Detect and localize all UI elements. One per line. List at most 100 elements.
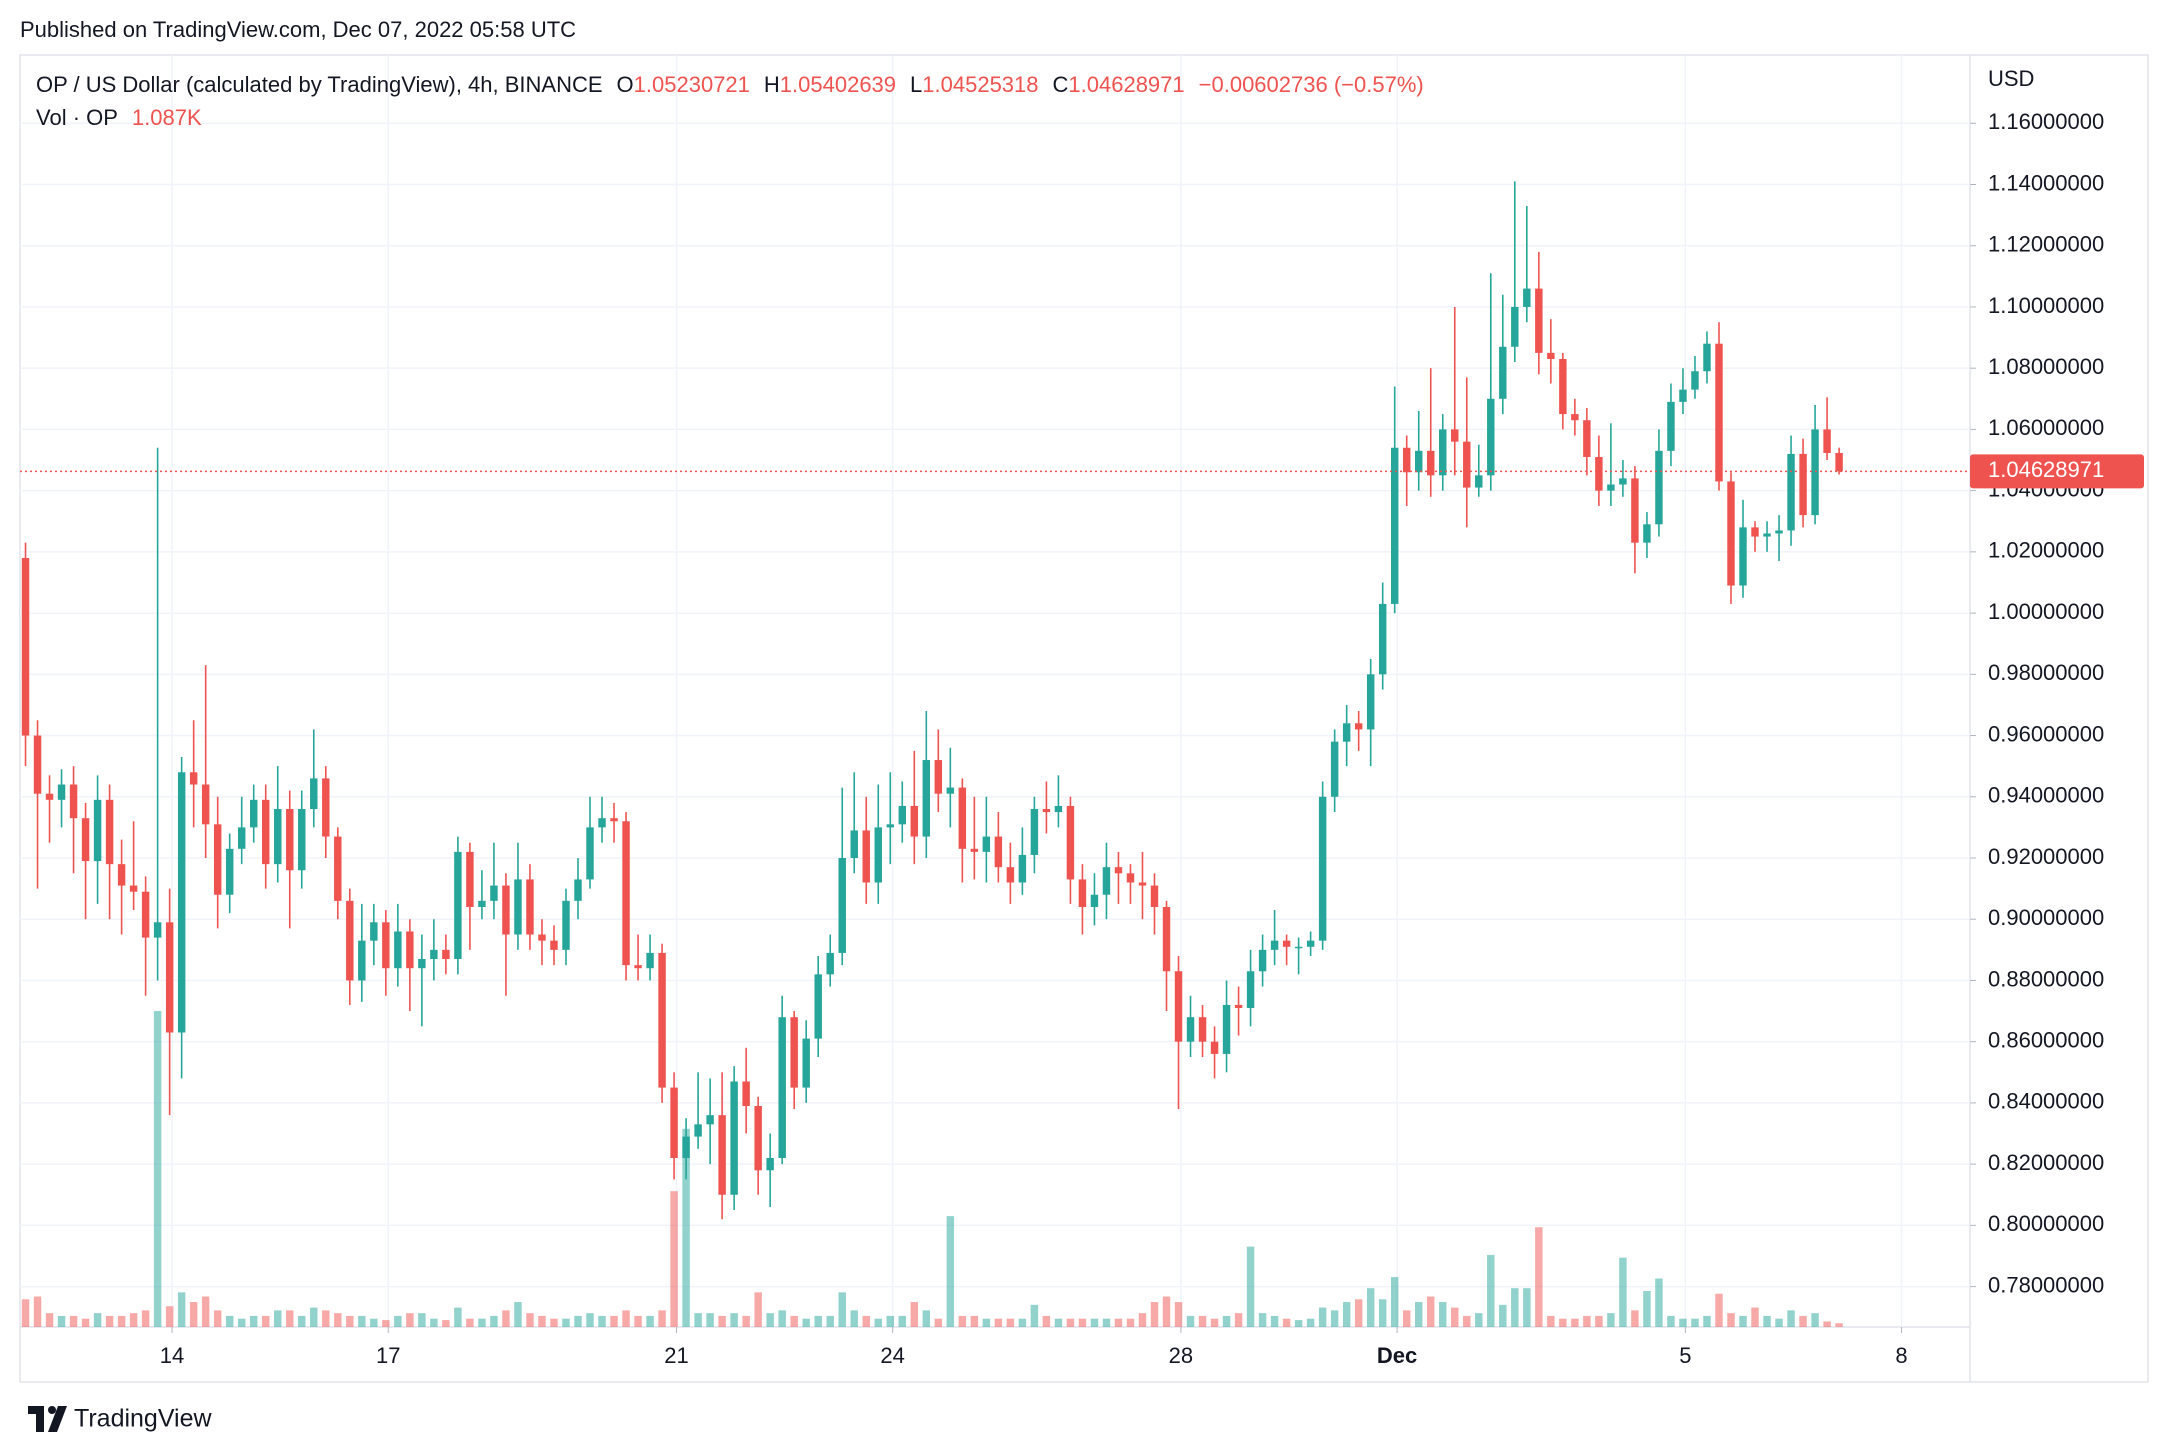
candle-body xyxy=(1727,481,1735,586)
volume-bar xyxy=(910,1302,919,1327)
volume-bar xyxy=(898,1315,907,1327)
candle-body xyxy=(442,949,450,960)
volume-bar xyxy=(574,1315,582,1327)
volume-bar xyxy=(1475,1313,1483,1327)
candle-body xyxy=(994,836,1003,868)
volume-bar xyxy=(430,1318,438,1327)
volume-bar xyxy=(57,1315,66,1327)
candle-body xyxy=(1691,371,1699,390)
candle-body xyxy=(1835,452,1843,472)
volume-bar xyxy=(1631,1310,1639,1327)
volume-bar xyxy=(334,1313,342,1327)
volume-bar xyxy=(406,1313,414,1327)
legend-key: O xyxy=(617,72,634,97)
legend-title: OP / US Dollar (calculated by TradingVie… xyxy=(36,72,603,97)
candle-body xyxy=(213,824,222,895)
y-tick-label: 0.84000000 xyxy=(1988,1089,2104,1114)
candle-body xyxy=(1186,1017,1195,1042)
volume-bar xyxy=(442,1320,450,1327)
candle-body xyxy=(1162,906,1171,972)
volume-bar xyxy=(1318,1307,1327,1327)
candle-body xyxy=(1415,450,1423,473)
candle-body xyxy=(610,818,618,822)
volume-bar xyxy=(81,1318,90,1327)
volume-bar xyxy=(694,1313,702,1327)
candle-body xyxy=(1523,288,1531,307)
candle-body xyxy=(1150,885,1159,907)
volume-bar xyxy=(742,1315,750,1327)
volume-bar xyxy=(1595,1315,1603,1327)
candle-body xyxy=(1174,971,1183,1042)
candle-body xyxy=(838,857,846,953)
published-note: Published on TradingView.com, Dec 07, 20… xyxy=(20,17,576,42)
candle-body xyxy=(1463,441,1471,488)
candle-body xyxy=(898,805,907,825)
volume-bar xyxy=(718,1315,726,1327)
volume-bar xyxy=(1378,1299,1387,1327)
volume-bar xyxy=(1415,1302,1423,1327)
y-tick-label: 0.92000000 xyxy=(1988,844,2104,869)
candle-body xyxy=(394,931,402,969)
candle-body xyxy=(1439,429,1447,476)
candle-body xyxy=(706,1115,714,1125)
candle-body xyxy=(1751,527,1759,537)
volume-bar xyxy=(502,1310,510,1327)
volume-bar xyxy=(802,1318,810,1327)
volume-bar xyxy=(1126,1318,1135,1327)
volume-bar xyxy=(1078,1318,1087,1327)
candle-body xyxy=(45,793,54,800)
candle-body xyxy=(1487,398,1495,476)
candle-body xyxy=(382,922,390,969)
volume-bar xyxy=(838,1292,846,1327)
volume-bar xyxy=(850,1310,858,1327)
volume-bar xyxy=(1354,1299,1363,1327)
volume-bar xyxy=(970,1315,979,1327)
candle-body xyxy=(562,900,570,950)
y-tick-label: 0.80000000 xyxy=(1988,1211,2104,1236)
candle-body xyxy=(694,1124,702,1137)
volume-bar xyxy=(129,1313,138,1327)
candle-body xyxy=(322,778,330,837)
y-tick-label: 0.86000000 xyxy=(1988,1027,2104,1052)
volume-bar xyxy=(598,1315,606,1327)
volume-bar xyxy=(1691,1318,1699,1327)
y-tick-label: 0.94000000 xyxy=(1988,783,2104,808)
candle-body xyxy=(1739,527,1747,586)
volume-bar xyxy=(1811,1313,1819,1327)
volume-bar xyxy=(1679,1318,1687,1327)
brand-name: TradingView xyxy=(74,1405,213,1433)
volume-bar xyxy=(1751,1307,1759,1327)
volume-legend: Vol · OP 1.087K xyxy=(36,105,202,130)
volume-bar xyxy=(790,1315,798,1327)
volume-bar xyxy=(1643,1290,1651,1327)
y-tick-label: 0.88000000 xyxy=(1988,966,2104,991)
x-tick-label: 8 xyxy=(1895,1343,1907,1368)
candle-body xyxy=(1306,940,1315,947)
volume-bar xyxy=(1042,1315,1051,1327)
candle-body xyxy=(286,809,294,871)
volume-bar xyxy=(466,1318,474,1327)
candle-body xyxy=(1703,343,1711,372)
volume-bar xyxy=(1162,1296,1171,1327)
last-price-box xyxy=(1970,454,2144,489)
candle-body xyxy=(586,827,594,880)
volume-bar xyxy=(682,1128,690,1327)
volume-bar xyxy=(298,1315,306,1327)
candle-body xyxy=(1559,358,1567,415)
candle-body xyxy=(33,735,42,794)
candle-body xyxy=(1402,447,1411,473)
candle-body xyxy=(418,959,426,969)
volume-bar xyxy=(1294,1320,1303,1327)
brand-logo: TradingView xyxy=(28,1405,213,1433)
candle-body xyxy=(1823,429,1831,453)
candle-body xyxy=(1246,971,1255,1009)
x-tick-label: 24 xyxy=(880,1343,904,1368)
candle-body xyxy=(478,900,486,907)
candle-body xyxy=(1102,867,1111,895)
candle-body xyxy=(1114,867,1123,874)
candle-body xyxy=(117,864,126,886)
candle-body xyxy=(189,772,198,785)
x-tick-label: 21 xyxy=(664,1343,688,1368)
volume-bar xyxy=(1619,1257,1627,1327)
candle-body xyxy=(1030,809,1039,855)
